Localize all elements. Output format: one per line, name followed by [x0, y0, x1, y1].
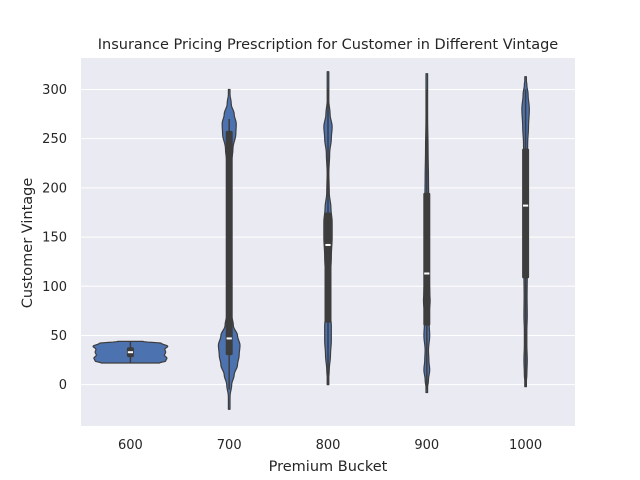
x-tick-label-800: 800	[316, 438, 341, 453]
violin-700	[217, 88, 241, 410]
y-tick-label-300: 300	[42, 83, 67, 98]
violin-600	[92, 340, 169, 364]
x-tick-label-600: 600	[118, 438, 143, 453]
violin-iqr-box-700	[225, 130, 233, 356]
y-tick-label-0: 0	[59, 378, 67, 393]
y-axis-label: Customer Vintage	[20, 178, 36, 309]
violin-800	[323, 71, 333, 386]
violin-iqr-box-1000	[522, 148, 530, 279]
y-tick-label-250: 250	[42, 132, 67, 147]
x-tick-labels: 600 700 800 900 1000	[118, 438, 542, 453]
violin-1000	[521, 76, 530, 388]
x-tick-label-1000: 1000	[509, 438, 542, 453]
y-tick-label-50: 50	[50, 329, 67, 344]
y-tick-label-200: 200	[42, 181, 67, 196]
y-tick-labels: 0 50 100 150 200 250 300	[42, 83, 67, 393]
violin-900	[422, 73, 431, 394]
x-tick-label-900: 900	[414, 438, 439, 453]
y-tick-label-150: 150	[42, 231, 67, 246]
x-tick-label-700: 700	[217, 438, 242, 453]
violin-iqr-box-900	[423, 192, 431, 326]
x-axis-label: Premium Bucket	[269, 459, 388, 475]
y-tick-label-100: 100	[42, 280, 67, 295]
violin-iqr-box-800	[324, 212, 332, 323]
chart-title: Insurance Pricing Prescription for Custo…	[98, 37, 559, 53]
violins	[92, 71, 530, 410]
